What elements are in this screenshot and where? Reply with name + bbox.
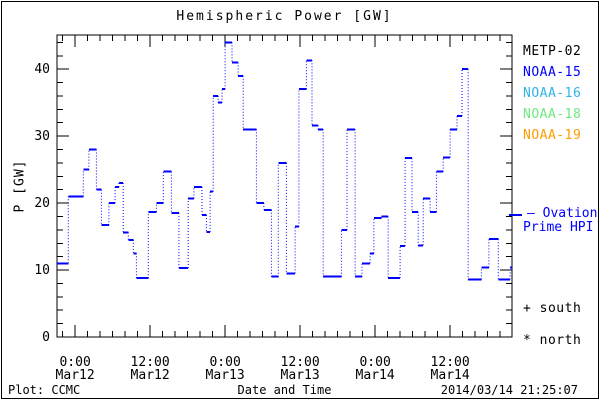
legend-item-noaa-16: NOAA-16 (523, 86, 582, 101)
svg-text:0:00: 0:00 (209, 355, 240, 370)
legend-item-noaa-18: NOAA-18 (523, 107, 582, 122)
svg-text:12:00: 12:00 (431, 355, 470, 370)
svg-text:Mar12: Mar12 (56, 368, 95, 383)
axis-ticks (57, 35, 512, 338)
legend-item-metp-02: METP-02 (523, 44, 582, 59)
svg-text:Mar14: Mar14 (431, 368, 470, 383)
hpi-step-line-connectors (67, 42, 511, 280)
north-marker-legend: * north (523, 333, 582, 348)
svg-text:10: 10 (34, 263, 50, 278)
svg-text:Mar13: Mar13 (281, 368, 320, 383)
plot-timestamp: 2014/03/14 21:25:07 (440, 383, 578, 397)
svg-text:12:00: 12:00 (131, 355, 170, 370)
tick-labels: 0102030400:00Mar1212:00Mar120:00Mar1312:… (34, 62, 470, 383)
south-marker-legend: + south (523, 301, 582, 316)
svg-text:Mar13: Mar13 (206, 368, 245, 383)
svg-text:30: 30 (34, 129, 50, 144)
legend-item-noaa-19: NOAA-19 (523, 128, 582, 143)
satellite-legend: METP-02 NOAA-15 NOAA-16 NOAA-18 NOAA-19 (523, 44, 597, 149)
svg-text:12:00: 12:00 (281, 355, 320, 370)
hpi-legend-label: — Ovation Prime HPI (523, 207, 599, 235)
svg-text:0: 0 (42, 330, 50, 345)
axis-box (56, 34, 513, 338)
hpi-legend-line1: — Ovation (527, 206, 598, 221)
legend-item-noaa-15: NOAA-15 (523, 65, 582, 80)
hpi-step-line (57, 41, 512, 281)
page-title: Hemispheric Power [GW] (176, 9, 393, 24)
svg-text:Mar14: Mar14 (356, 368, 395, 383)
svg-text:0:00: 0:00 (359, 355, 390, 370)
svg-text:40: 40 (34, 62, 50, 77)
hpi-line-sample-icon (509, 214, 522, 216)
hpi-legend-line2: Prime HPI (523, 220, 594, 235)
svg-text:Mar12: Mar12 (131, 368, 170, 383)
x-axis-label: Date and Time (237, 383, 332, 397)
plot-credit: Plot: CCMC (8, 383, 81, 397)
svg-text:0:00: 0:00 (59, 355, 90, 370)
svg-text:20: 20 (34, 196, 50, 211)
